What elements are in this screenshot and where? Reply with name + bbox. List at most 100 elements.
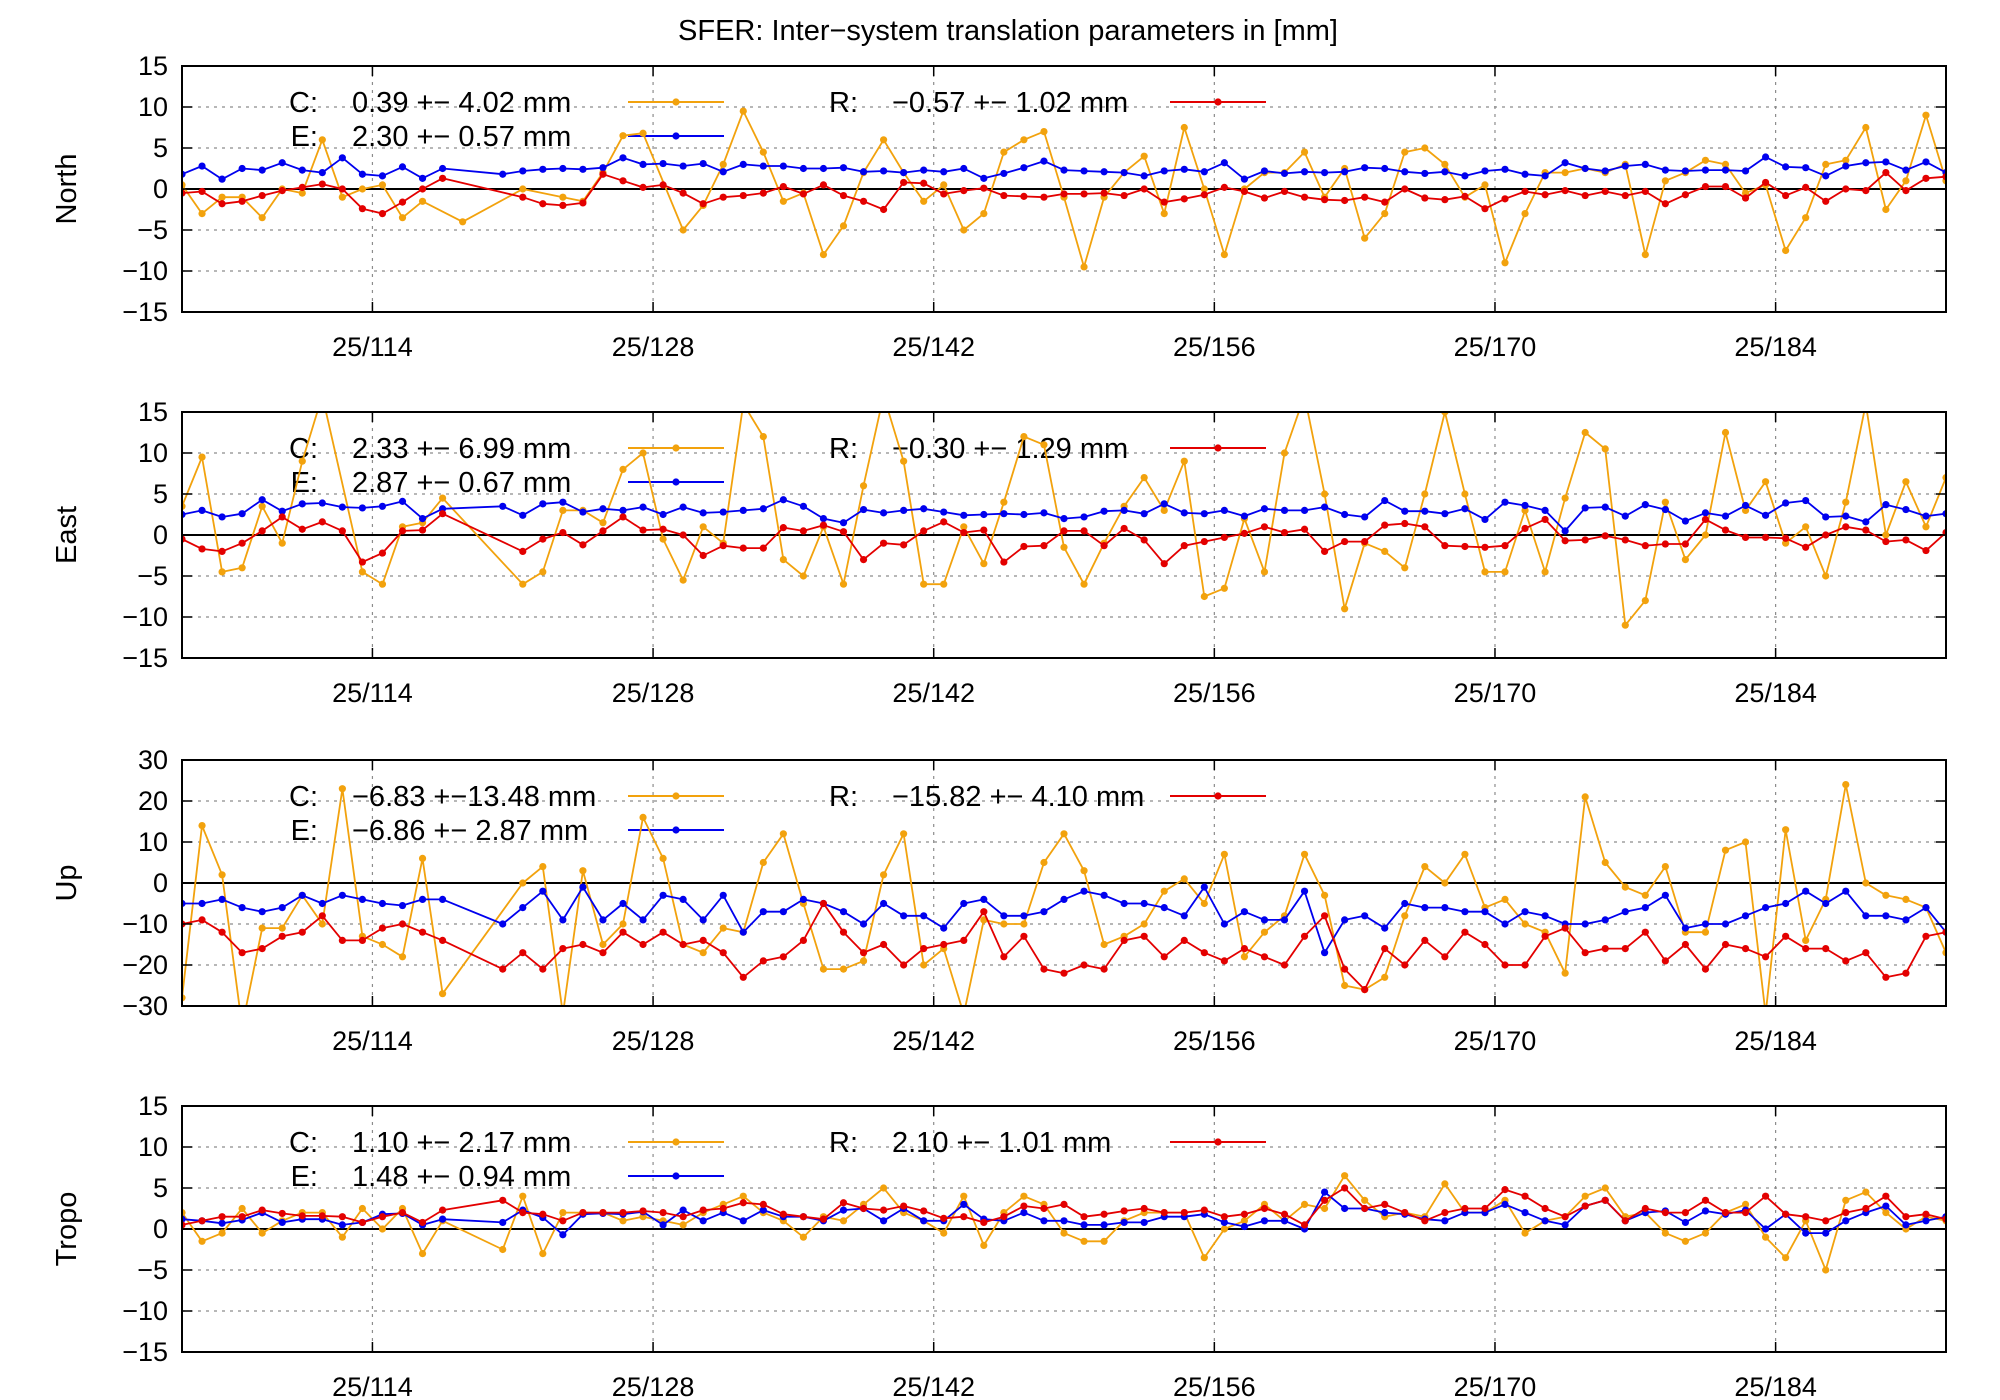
tropo-series-e-point — [1842, 1217, 1850, 1225]
up-series-c-point — [920, 961, 928, 969]
up-series-e-point — [739, 928, 747, 936]
east-series-e-point — [1501, 498, 1509, 506]
up-series-e-point — [879, 899, 888, 908]
up-series-e-point — [1822, 899, 1830, 908]
up-series-c-point — [1902, 895, 1910, 904]
east-series-r-point — [198, 545, 206, 553]
east-series-r-point — [759, 544, 767, 552]
up-ytick-label: −20 — [122, 950, 168, 980]
up-series-e-point — [1581, 920, 1589, 928]
north-series-r-point — [418, 185, 427, 193]
tropo-ytick-label: 5 — [153, 1173, 168, 1203]
up-ytick-label: 10 — [138, 827, 168, 857]
up-series-e-point — [1842, 887, 1850, 895]
tropo-series-c-point — [1020, 1192, 1028, 1200]
up-series-r-point — [1641, 928, 1649, 936]
east-series-r-point — [1120, 524, 1128, 533]
east-series-r-point — [579, 541, 587, 549]
east-legend-r-label: R: — [829, 433, 858, 465]
tropo-series-r-point — [1320, 1196, 1329, 1204]
north-series-r-point — [759, 189, 767, 197]
up-series-c-point — [378, 940, 387, 949]
north-series-c-point — [679, 226, 687, 234]
up-series-e-point — [378, 899, 387, 908]
east-series-r-point — [1481, 543, 1489, 551]
up-series-r-point — [859, 949, 868, 957]
east-series-e-point — [338, 503, 346, 511]
tropo-series-e-point — [559, 1231, 567, 1239]
tropo-series-e-point — [1441, 1217, 1449, 1225]
up-series-c-point — [759, 858, 767, 867]
north-series-c-point — [418, 197, 427, 205]
east-series-r-point — [719, 542, 727, 550]
east-series-c-point — [1541, 568, 1549, 576]
east-series-c-point — [1521, 506, 1529, 514]
east-series-r-point — [1341, 537, 1349, 546]
tropo-series-r-point — [1741, 1209, 1750, 1217]
tropo-series-e-point — [1260, 1217, 1269, 1225]
east-series-c-point — [859, 482, 868, 490]
up-series-r-point — [1220, 957, 1228, 965]
tropo-series-e-point — [278, 1218, 286, 1227]
up-series-c-point — [579, 867, 587, 875]
east-series-r-point — [1300, 525, 1309, 533]
up-series-r-point — [1280, 961, 1289, 969]
east-series-r-point — [1581, 536, 1589, 544]
east-series-e-point — [1541, 506, 1549, 514]
up-series-e-point — [1000, 912, 1008, 920]
tropo-legend-c-label: C: — [289, 1127, 318, 1159]
north-series-r-point — [619, 177, 627, 185]
tropo-series-e-point — [1320, 1188, 1329, 1196]
up-series-e-point — [699, 916, 707, 924]
up-series-e-point — [1521, 908, 1529, 916]
east-series-c-point — [298, 457, 306, 465]
up-series-c-point — [1000, 920, 1008, 928]
north-series-e-point — [900, 169, 908, 177]
east-series-c-point — [880, 392, 887, 399]
tropo-series-e-point — [1020, 1209, 1028, 1217]
north-legend-c-label: C: — [289, 87, 318, 119]
north-series-r-point — [839, 191, 848, 200]
tropo-series-e-point — [1120, 1218, 1128, 1227]
north-series-r-point — [198, 187, 206, 196]
up-series-r-point — [378, 924, 387, 932]
east-series-e-point — [779, 496, 787, 504]
east-series-e-point — [1681, 517, 1690, 525]
tropo-series-r-point — [1260, 1204, 1269, 1213]
east-series-e-point — [839, 519, 848, 527]
up-series-r-point — [659, 928, 667, 936]
tropo-series-c-point — [639, 1213, 647, 1221]
up-series-e-point — [519, 904, 527, 912]
north-series-r-point — [639, 183, 647, 191]
up-series-e-point — [238, 904, 246, 912]
east-panel: C: 2.33 +− 6.99 mmE: 2.87 +− 0.67 mmR: −0.3… — [51, 392, 1947, 708]
up-series-c-point — [1441, 879, 1449, 887]
north-series-r-point — [1581, 191, 1589, 200]
east-xtick-label: 25/184 — [1734, 678, 1817, 708]
east-series-c-point — [1782, 539, 1790, 547]
up-series-r-point — [559, 945, 567, 953]
tropo-series-c-point — [799, 1233, 808, 1241]
tropo-series-r-point — [1000, 1213, 1008, 1221]
east-series-c-point — [799, 572, 808, 580]
up-series-r-point — [619, 928, 627, 936]
up-series-r-point — [1060, 969, 1068, 977]
north-series-r-point — [1922, 174, 1930, 182]
tropo-series-r-point — [1441, 1209, 1449, 1217]
east-series-e-point — [1341, 510, 1349, 519]
up-xtick-label: 25/170 — [1454, 1026, 1537, 1056]
east-series-c-point — [358, 568, 367, 576]
up-series-r-point — [699, 936, 707, 945]
north-series-e-point — [1080, 167, 1088, 175]
east-series-c-point — [1561, 494, 1569, 502]
north-series-r-point — [1200, 191, 1208, 199]
north-series-e-point — [1802, 164, 1810, 172]
north-series-c-point — [839, 222, 848, 230]
tropo-series-e-point — [920, 1217, 928, 1225]
up-series-c-point — [980, 916, 988, 924]
north-series-e-point — [1401, 168, 1409, 176]
up-series-e-point — [318, 899, 326, 908]
north-series-e-point — [1541, 172, 1549, 180]
east-series-c-point — [1681, 556, 1690, 564]
east-series-c-point — [1320, 490, 1329, 498]
